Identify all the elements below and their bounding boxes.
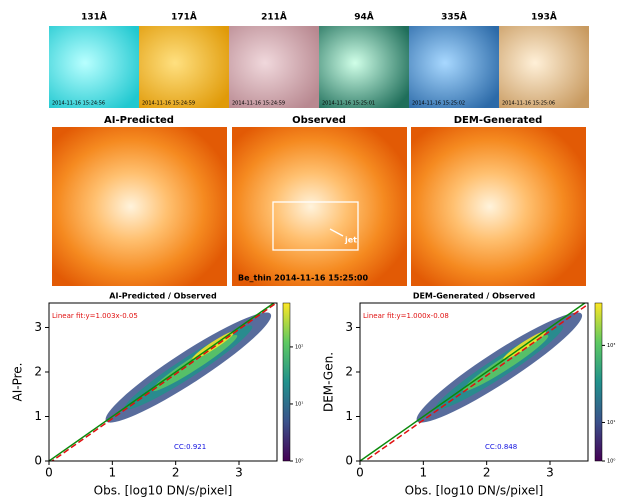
y-tick-label: 3 (345, 320, 353, 334)
colorbar-tick-label: 10² (295, 344, 303, 350)
chart-title: AI-Predicted / Observed (109, 292, 217, 301)
cc-label: CC:0.848 (485, 443, 517, 451)
x-tick-label: 2 (172, 466, 180, 480)
timestamp: 2014-11-16 15:24:59 (232, 101, 285, 107)
channel-label: 193Å (531, 12, 557, 23)
x-tick-label: 2 (483, 466, 491, 480)
x-tick-label: 1 (420, 466, 428, 480)
colorbar (595, 303, 602, 461)
channel-label: 131Å (81, 12, 107, 23)
x-axis-label: Obs. [log10 DN/s/pixel] (94, 484, 233, 498)
channel-label: 94Å (354, 12, 374, 23)
plot-area (360, 301, 590, 465)
colorbar (283, 303, 290, 461)
fit-line (49, 303, 277, 464)
timestamp: 2014-11-16 15:25:01 (322, 101, 375, 107)
channel-image (229, 26, 319, 108)
y-tick-label: 0 (345, 454, 353, 468)
plot-area (49, 301, 279, 463)
panel-title: Observed (292, 115, 346, 126)
jet-label: jet (344, 236, 357, 245)
timestamp: 2014-11-16 15:25:02 (412, 101, 465, 107)
solar-image (52, 127, 227, 286)
caption: Be_thin 2014-11-16 15:25:00 (238, 274, 368, 283)
timestamp: 2014-11-16 15:24:56 (52, 101, 105, 107)
y-axis-label: AI-Pre. (11, 363, 25, 402)
solar-image (232, 127, 407, 286)
figure: 131Å 2014-11-16 15:24:56 171Å 2014-11-16 15… (0, 0, 620, 498)
colorbar-tick-label: 10³ (607, 343, 615, 349)
solar-image (411, 127, 586, 286)
identity-line (360, 301, 588, 461)
colorbar-tick-label: 10⁰ (607, 459, 615, 465)
y-axis-label: DEM-Gen. (322, 352, 336, 412)
identity-line (49, 301, 277, 461)
y-tick-label: 2 (345, 364, 353, 378)
fit-label: Linear fit:y=1.003x-0.05 (52, 312, 138, 320)
panel-title: AI-Predicted (104, 115, 174, 126)
channel-image (49, 26, 139, 108)
panel-title: DEM-Generated (454, 115, 543, 126)
y-tick-label: 2 (34, 364, 42, 378)
x-tick-label: 0 (356, 466, 364, 480)
colorbar-tick-label: 10⁰ (295, 459, 303, 465)
timestamp: 2014-11-16 15:24:59 (142, 101, 195, 107)
y-tick-label: 1 (345, 409, 353, 423)
y-tick-label: 3 (34, 320, 42, 334)
y-tick-label: 0 (34, 454, 42, 468)
x-axis-label: Obs. [log10 DN/s/pixel] (405, 484, 544, 498)
channel-image (139, 26, 229, 108)
colorbar-tick-label: 10¹ (607, 420, 615, 426)
chart-title: DEM-Generated / Observed (413, 292, 536, 301)
channel-label: 335Å (441, 12, 467, 23)
x-tick-label: 3 (546, 466, 554, 480)
x-tick-label: 1 (109, 466, 117, 480)
channel-label: 211Å (261, 12, 287, 23)
colorbar-tick-label: 10¹ (295, 401, 303, 407)
channel-label: 171Å (171, 12, 197, 23)
fit-line (360, 304, 588, 464)
fit-label: Linear fit:y=1.000x-0.08 (363, 312, 449, 320)
timestamp: 2014-11-16 15:25:06 (502, 101, 555, 107)
x-tick-label: 3 (235, 466, 243, 480)
channel-image (409, 26, 499, 108)
x-tick-label: 0 (45, 466, 53, 480)
channel-image (319, 26, 409, 108)
y-tick-label: 1 (34, 409, 42, 423)
channel-image (499, 26, 589, 108)
cc-label: CC:0.921 (174, 443, 206, 451)
